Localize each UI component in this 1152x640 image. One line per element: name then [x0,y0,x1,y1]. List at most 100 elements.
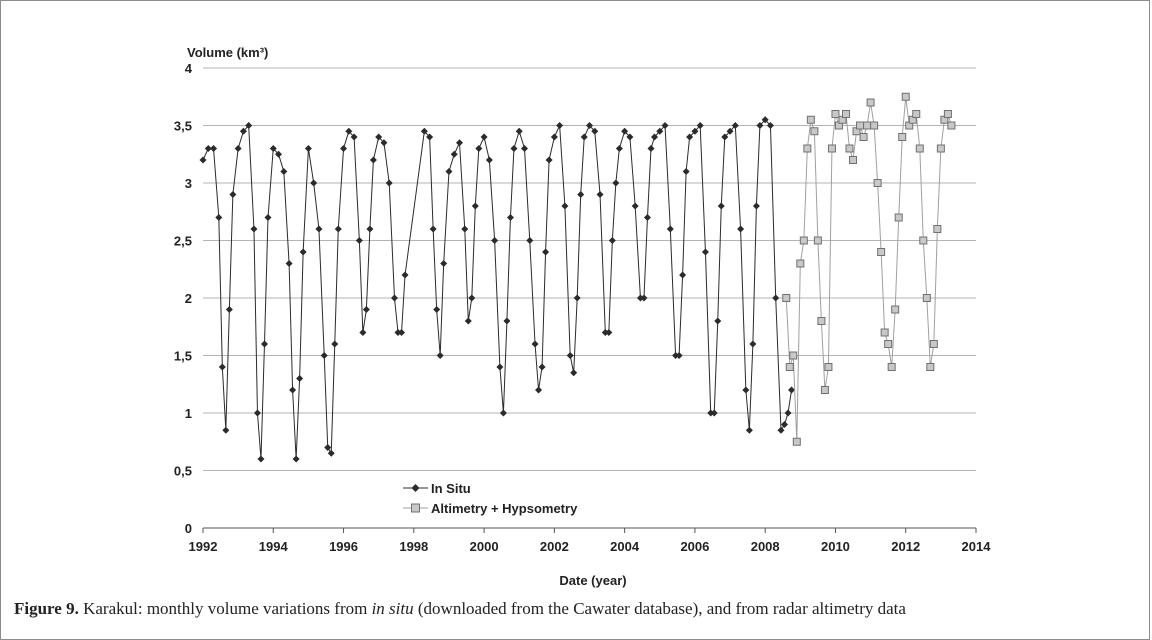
data-point [327,449,335,457]
legend: In Situ Altimetry + Hypsometry [403,481,578,516]
data-point [792,437,801,446]
data-point [870,121,879,130]
x-tick-label: 2008 [751,539,780,554]
data-point [745,426,753,434]
data-point [292,455,300,463]
data-point [245,122,253,129]
data-point [269,145,277,152]
data-point [873,179,882,187]
data-point [672,352,680,359]
data-point [929,340,938,348]
data-point [880,328,889,337]
data-point [749,340,757,348]
data-point [285,260,293,267]
data-point [666,225,674,233]
y-tick-labels: 0 0,5 1 1,5 2 2,5 3 3,5 4 [174,61,193,536]
x-tick-label: 1998 [399,539,428,554]
data-point [471,202,479,210]
data-point [772,294,780,302]
data-point [531,340,539,348]
data-point [375,133,383,141]
data-point [398,329,406,336]
data-point [781,421,789,428]
data-point [605,329,613,336]
x-tick-label: 2004 [610,539,640,554]
data-point [856,121,865,130]
series-in-situ [199,116,796,463]
data-point [229,191,237,198]
data-point [577,191,585,198]
data-point [556,122,564,129]
data-point [752,202,760,210]
data-point [894,213,903,222]
data-point [612,179,620,187]
data-point [355,237,363,244]
data-point [789,351,798,360]
data-point [922,294,931,302]
data-point [675,352,683,359]
data-point [806,115,815,124]
data-point [884,340,893,348]
data-point [679,271,687,279]
x-tick-label: 2006 [680,539,709,554]
data-point [304,145,312,152]
legend-label-altimetry: Altimetry + Hypsometry [431,501,578,516]
data-point [877,248,886,256]
data-point [799,236,808,245]
x-axis-label: Date (year) [559,573,626,588]
data-point [315,225,323,233]
data-point [461,225,469,233]
data-point [331,340,339,348]
data-point [591,127,599,135]
data-point [385,179,393,187]
data-point [721,133,729,141]
data-point [947,121,956,130]
data-point [538,363,546,371]
y-tick-label: 0,5 [174,464,192,479]
data-point [210,145,218,152]
legend-label-in-situ: In Situ [431,481,471,496]
data-point [717,202,725,210]
data-point [686,133,694,141]
data-point [796,259,805,268]
data-point [866,98,875,107]
data-point [926,363,935,371]
data-point [726,127,734,135]
data-point [933,225,942,233]
x-tick-label: 1994 [259,539,289,554]
data-point [225,306,233,313]
data-point [912,110,921,118]
data-point [436,352,444,359]
data-point [542,248,550,256]
data-point [334,225,342,233]
x-tick-label: 1996 [329,539,358,554]
data-point [813,236,822,245]
data-point [656,127,664,135]
data-point [239,127,247,135]
data-point [468,294,476,302]
data-point [199,156,207,164]
data-point [608,237,616,244]
figure-caption: Figure 9. Karakul: monthly volume variat… [14,598,1144,620]
data-point [573,294,581,302]
data-point [887,363,896,371]
data-point [320,352,328,359]
data-point [891,305,900,314]
data-point [901,92,910,101]
data-point [299,248,307,256]
data-point [310,179,318,187]
data-point [701,248,709,256]
data-point [253,409,261,417]
data-point [766,122,774,129]
data-point [714,317,722,325]
data-point [426,133,434,141]
data-point [369,156,377,164]
data-point [260,340,268,348]
data-point [586,122,593,129]
x-tick-label: 2002 [540,539,569,554]
data-point [218,363,226,371]
data-point [491,237,499,244]
caption-label: Figure 9. [14,599,79,618]
data-point [788,386,796,394]
data-point [280,168,288,175]
